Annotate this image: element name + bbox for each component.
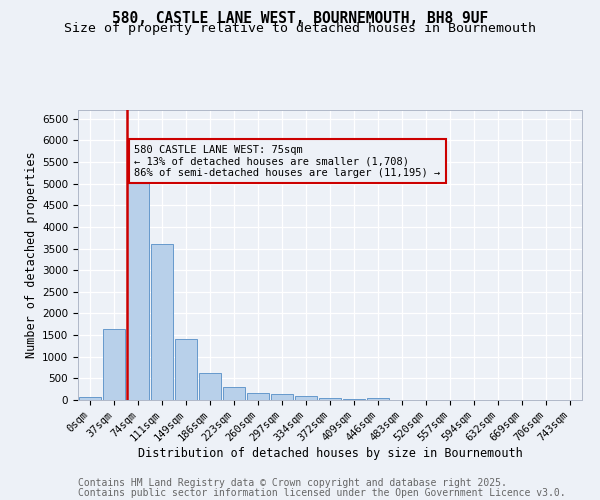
Text: Size of property relative to detached houses in Bournemouth: Size of property relative to detached ho…: [64, 22, 536, 35]
Bar: [367, 398, 389, 400]
Bar: [247, 393, 269, 400]
Bar: [151, 244, 173, 400]
Bar: [343, 399, 365, 400]
Bar: [127, 180, 149, 400]
Text: Contains public sector information licensed under the Open Government Licence v3: Contains public sector information licen…: [78, 488, 566, 498]
Text: 580, CASTLE LANE WEST, BOURNEMOUTH, BH8 9UF: 580, CASTLE LANE WEST, BOURNEMOUTH, BH8 …: [112, 11, 488, 26]
X-axis label: Distribution of detached houses by size in Bournemouth: Distribution of detached houses by size …: [137, 448, 523, 460]
Text: 580 CASTLE LANE WEST: 75sqm
← 13% of detached houses are smaller (1,708)
86% of : 580 CASTLE LANE WEST: 75sqm ← 13% of det…: [134, 144, 440, 178]
Text: Contains HM Land Registry data © Crown copyright and database right 2025.: Contains HM Land Registry data © Crown c…: [78, 478, 507, 488]
Bar: [79, 397, 101, 400]
Bar: [319, 398, 341, 400]
Bar: [271, 394, 293, 400]
Bar: [199, 373, 221, 400]
Bar: [223, 386, 245, 400]
Bar: [175, 338, 197, 400]
Y-axis label: Number of detached properties: Number of detached properties: [25, 152, 38, 358]
Bar: [295, 396, 317, 400]
Bar: [103, 328, 125, 400]
